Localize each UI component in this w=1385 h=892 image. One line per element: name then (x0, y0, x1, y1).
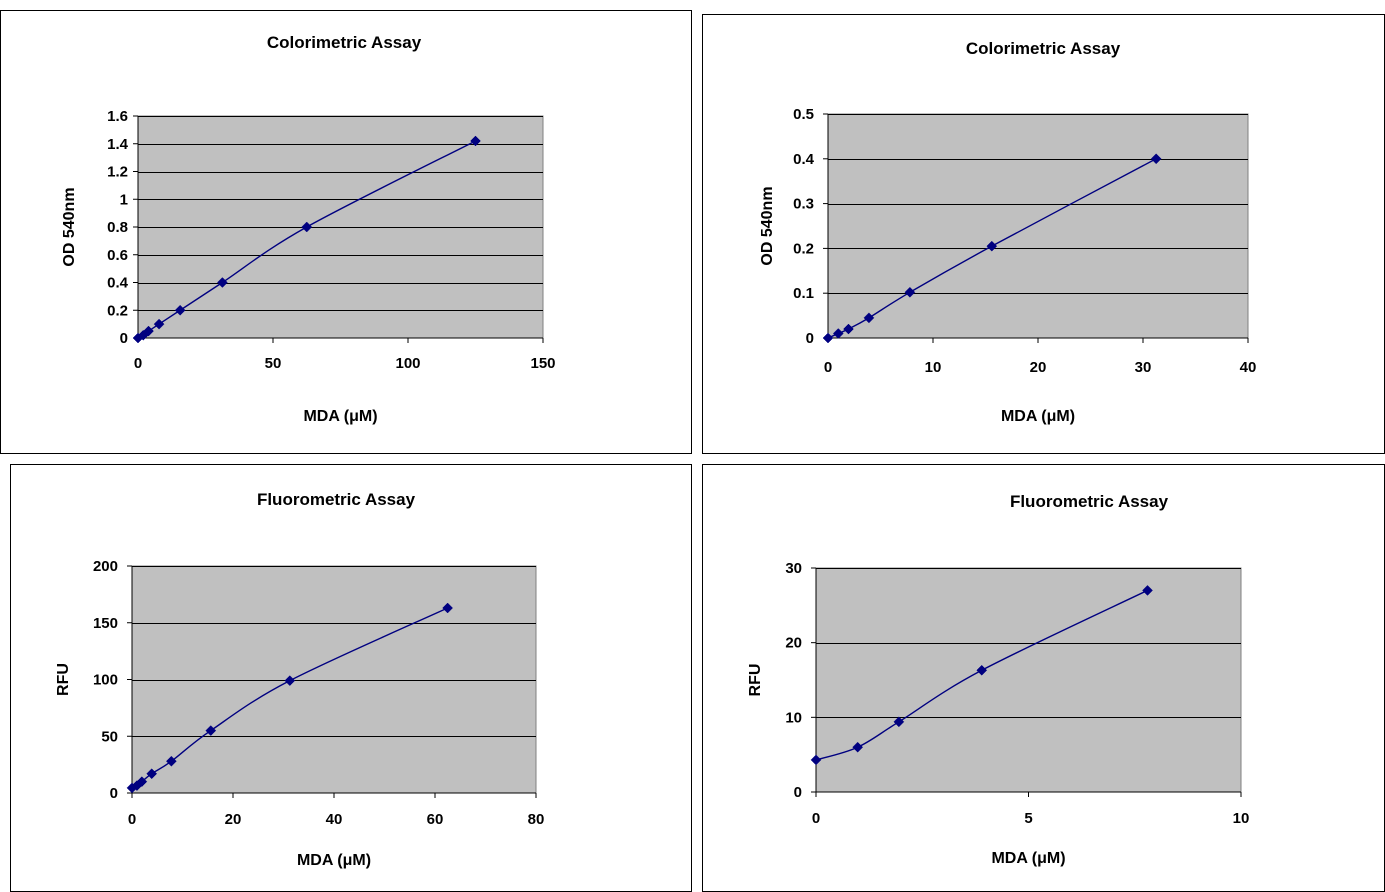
y-tick-label: 0.4 (793, 151, 815, 168)
x-tick-label: 20 (1030, 359, 1047, 376)
x-tick-label: 0 (824, 359, 832, 376)
chart-panel-1: Colorimetric Assay 0 0.2 0.4 0.6 0.8 1 1.2 1.4 1.… (0, 10, 692, 454)
data-point (832, 328, 844, 339)
x-tick-label: 20 (225, 811, 242, 828)
chart-fluorometric-full: Fluorometric Assay 0 50 100 150 200 0 20 40 60 80 M… (10, 464, 692, 892)
x-tick-label: 150 (530, 355, 555, 372)
data-point (166, 755, 177, 767)
data-point (843, 323, 854, 335)
plot-area (815, 567, 1242, 793)
y-tick-label: 0.5 (793, 106, 814, 123)
y-tick-label: 0 (110, 785, 118, 802)
data-point (136, 776, 148, 788)
x-tick-label: 30 (1135, 359, 1152, 376)
y-tick-label: 0.1 (793, 285, 814, 302)
data-point (205, 725, 217, 736)
chart-colorimetric-full: Colorimetric Assay 0 0.2 0.4 0.6 0.8 1 1.2 1.4 1.… (0, 10, 692, 454)
y-tick-label: 0.4 (107, 275, 129, 292)
y-axis-label: RFU (747, 664, 764, 697)
y-tick-label: 0.2 (793, 240, 814, 257)
y-tick-label: 1.6 (107, 108, 128, 125)
x-tick-label: 40 (326, 811, 343, 828)
y-tick-label: 30 (785, 560, 802, 577)
y-tick-label: 50 (101, 728, 118, 745)
data-point (174, 304, 186, 316)
y-tick-label: 0.8 (107, 219, 128, 236)
data-point (810, 754, 822, 766)
data-point (143, 325, 154, 337)
y-tick-label: 200 (93, 558, 118, 575)
plot-area (131, 565, 537, 794)
y-tick-label: 1.2 (107, 164, 128, 181)
y-tick-label: 0.2 (107, 302, 128, 319)
y-axis-label: OD 540nm (61, 187, 78, 266)
y-tick-label: 100 (93, 672, 118, 689)
data-point (1150, 153, 1162, 165)
data-point (146, 768, 158, 780)
data-point (863, 312, 875, 324)
data-point (986, 240, 998, 252)
y-tick-label: 150 (93, 615, 118, 632)
x-axis-label: MDA (μM) (297, 852, 371, 869)
y-axis-label: RFU (55, 663, 72, 696)
chart-panel-2: Colorimetric Assay 0 0.1 0.2 0.3 0.4 0.5 0 10 20 3… (702, 14, 1385, 454)
data-point (893, 716, 905, 728)
data-point (822, 332, 834, 344)
chart-colorimetric-low: Colorimetric Assay 0 0.1 0.2 0.3 0.4 0.5 0 10 20 3… (702, 14, 1385, 454)
x-tick-label: 60 (427, 811, 444, 828)
x-tick-label: 0 (812, 810, 820, 827)
y-tick-label: 20 (785, 635, 802, 652)
y-tick-label: 0 (120, 330, 128, 347)
chart-title: Colorimetric Assay (267, 33, 422, 52)
y-axis-label: OD 540nm (759, 186, 776, 265)
x-axis-label: MDA (μM) (303, 408, 377, 425)
data-point (442, 602, 453, 614)
data-point (852, 741, 864, 753)
x-tick-label: 0 (134, 355, 142, 372)
chart-title: Fluorometric Assay (1010, 492, 1169, 511)
data-point (217, 277, 228, 288)
chart-panel-4: Fluorometric Assay 0 10 20 30 0 5 10 MDA (μM) RFU (702, 464, 1385, 892)
x-tick-label: 100 (395, 355, 420, 372)
y-tick-label: 0 (794, 784, 802, 801)
x-tick-label: 40 (1240, 359, 1257, 376)
chart-title: Fluorometric Assay (257, 490, 416, 509)
y-tick-label: 0.3 (793, 196, 814, 213)
chart-title: Colorimetric Assay (966, 39, 1121, 58)
chart-panel-3: Fluorometric Assay 0 50 100 150 200 0 20 40 60 80 M… (10, 464, 692, 892)
data-point (153, 318, 165, 330)
y-tick-label: 0 (806, 330, 814, 347)
y-tick-label: 1.4 (107, 136, 129, 153)
x-tick-label: 0 (128, 811, 136, 828)
y-tick-label: 0.6 (107, 247, 128, 264)
data-point (904, 286, 916, 298)
plot-area (827, 113, 1249, 339)
x-tick-label: 10 (1233, 810, 1250, 827)
x-axis-label: MDA (μM) (991, 850, 1065, 867)
x-tick-label: 10 (925, 359, 942, 376)
chart-fluorometric-low: Fluorometric Assay 0 10 20 30 0 5 10 MDA (μM) RFU (702, 464, 1385, 892)
y-tick-label: 10 (785, 709, 802, 726)
data-point (470, 135, 481, 147)
x-tick-label: 80 (528, 811, 545, 828)
data-point (284, 675, 296, 686)
x-tick-label: 50 (265, 355, 282, 372)
x-axis-label: MDA (μM) (1001, 408, 1075, 425)
data-point (976, 664, 988, 676)
data-point (1142, 585, 1153, 596)
y-tick-label: 1 (120, 191, 128, 208)
x-tick-label: 5 (1024, 810, 1032, 827)
data-point (301, 221, 313, 233)
series-line (815, 589, 1148, 761)
